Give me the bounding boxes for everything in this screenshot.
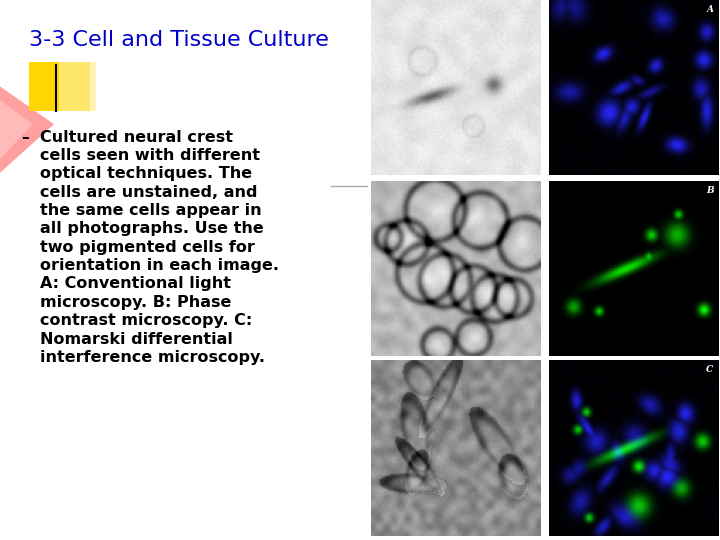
Text: 3-3 Cell and Tissue Culture: 3-3 Cell and Tissue Culture [29, 30, 328, 50]
Text: B: B [706, 186, 714, 195]
Polygon shape [0, 100, 32, 159]
Text: A: A [374, 364, 381, 375]
Bar [60, 62, 96, 111]
Text: –: – [22, 130, 30, 145]
Bar [29, 62, 90, 111]
Text: C: C [706, 366, 714, 374]
Polygon shape [0, 86, 54, 173]
Text: A: A [706, 5, 714, 14]
Text: Cultured neural crest
cells seen with different
optical techniques. The
cells ar: Cultured neural crest cells seen with di… [40, 130, 279, 365]
